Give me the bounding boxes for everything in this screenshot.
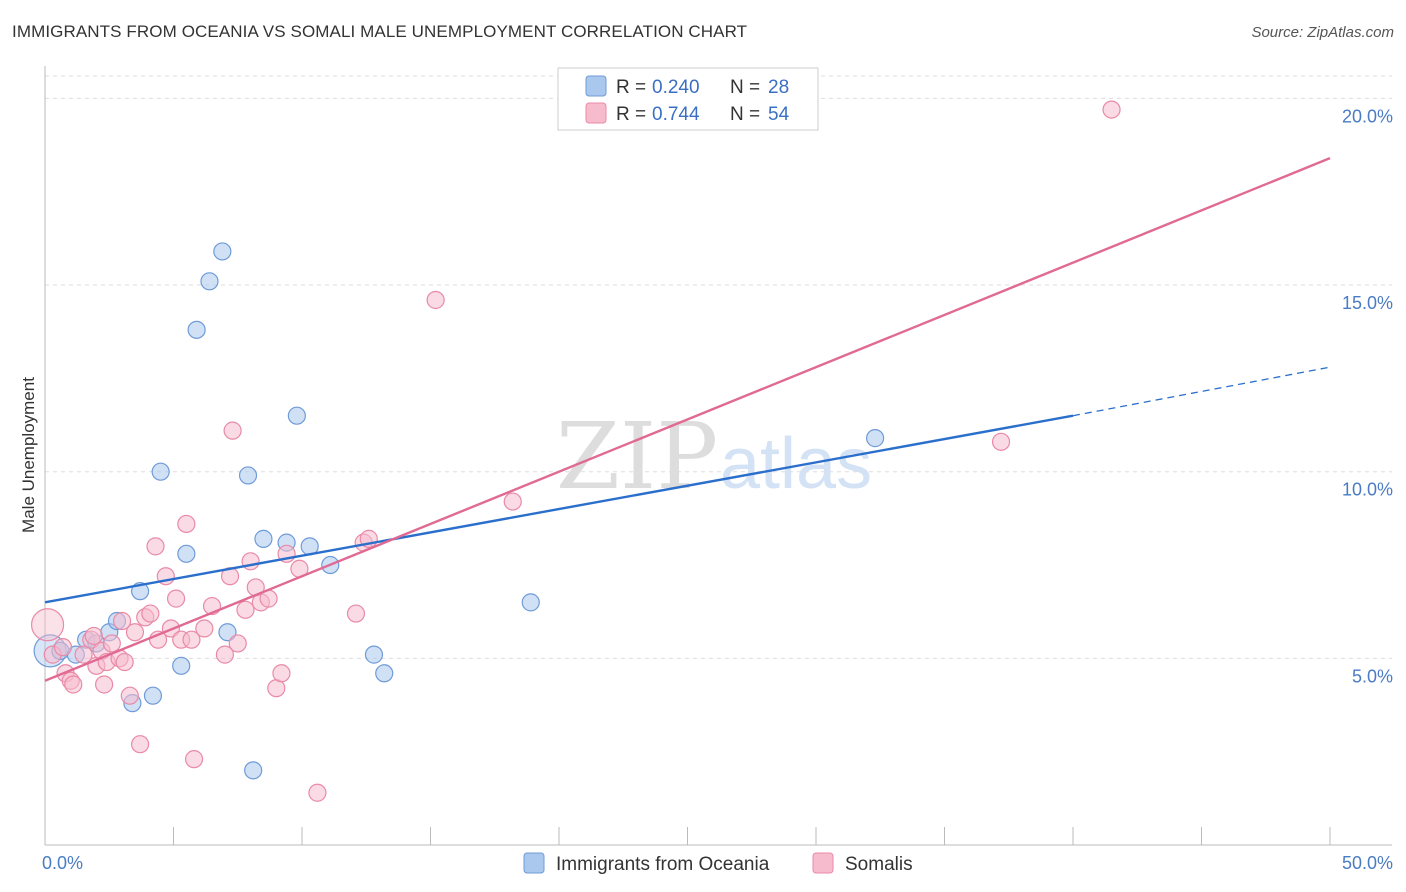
y-tick-label: 10.0%: [1342, 480, 1393, 500]
watermark: ZIP atlas: [556, 403, 872, 510]
series-legend: Immigrants from Oceania Somalis: [523, 852, 913, 875]
oceania-point: [238, 466, 258, 485]
oceania-point: [187, 320, 206, 339]
somalis-point: [195, 619, 214, 638]
oceania-point: [200, 272, 219, 291]
somalis-point: [130, 735, 150, 754]
oceania-trend-line: [44, 414, 1074, 604]
oceania-point: [375, 664, 394, 683]
oceania-point: [244, 761, 263, 780]
legend-r-value-somalis: 0.744: [652, 104, 700, 125]
somalis-point: [112, 611, 132, 631]
oceania-point: [172, 656, 191, 675]
somalis-point: [223, 421, 242, 440]
somalis-point: [141, 604, 160, 623]
series-legend-swatch-somalis: [812, 852, 834, 874]
oceania-point: [213, 242, 232, 261]
oceania-trend-extension: [1072, 366, 1331, 417]
somalis-point: [30, 608, 65, 642]
legend-r-value-oceania: 0.240: [652, 77, 700, 98]
legend-n-value-somalis: 54: [768, 104, 790, 125]
somalis-point: [503, 492, 522, 511]
somalis-point: [308, 783, 327, 802]
oceania-point: [143, 686, 163, 705]
somalis-point: [272, 664, 291, 683]
somalis-point: [95, 675, 114, 694]
somalis-point: [215, 645, 234, 664]
chart-title: IMMIGRANTS FROM OCEANIA VS SOMALI MALE U…: [12, 22, 748, 41]
somalis-point: [115, 652, 134, 672]
oceania-point: [218, 623, 237, 642]
legend-swatch-oceania: [585, 75, 607, 97]
legend-n-label-somalis: N =: [730, 104, 760, 125]
data-points: [30, 100, 1121, 802]
oceania-point: [364, 645, 384, 664]
somalis-point: [182, 630, 201, 649]
oceania-point: [177, 544, 196, 563]
somalis-point: [184, 750, 204, 769]
somalis-point: [102, 634, 121, 653]
somalis-point: [236, 600, 255, 619]
somalis-point: [64, 675, 83, 694]
somalis-point: [84, 626, 103, 646]
somalis-point: [125, 623, 145, 642]
somalis-trend-line: [44, 157, 1331, 682]
somalis-point: [146, 537, 165, 556]
y-tick-label: 20.0%: [1342, 106, 1393, 126]
stats-legend: R = 0.240 N = 28 R = 0.744 N = 54: [557, 67, 819, 131]
somalis-point: [166, 589, 186, 608]
somalis-point: [74, 645, 93, 664]
y-axis-label: Male Unemployment: [19, 377, 38, 533]
x-tick-label-max: 50.0%: [1342, 853, 1393, 873]
oceania-point: [866, 429, 885, 448]
oceania-point: [521, 593, 540, 612]
y-tick-label: 15.0%: [1342, 293, 1393, 313]
legend-r-label-somalis: R =: [616, 104, 646, 125]
somalis-point: [991, 432, 1011, 451]
legend-swatch-somalis: [585, 102, 607, 124]
source-credit: Source: ZipAtlas.com: [1251, 24, 1394, 41]
somalis-point: [53, 638, 73, 657]
legend-n-label-oceania: N =: [730, 77, 760, 98]
trend-lines: [44, 157, 1331, 682]
somalis-point: [120, 686, 139, 705]
oceania-point: [151, 462, 170, 481]
watermark-zip: ZIP: [556, 403, 718, 510]
series-legend-label-oceania: Immigrants from Oceania: [556, 854, 770, 875]
legend-r-label-oceania: R =: [616, 77, 646, 98]
somalis-point: [426, 290, 445, 310]
somalis-point: [228, 634, 247, 653]
series-legend-swatch-oceania: [523, 852, 545, 874]
somalis-point: [177, 514, 196, 534]
oceania-point: [287, 406, 306, 425]
series-legend-label-somalis: Somalis: [845, 854, 913, 875]
legend-n-value-oceania: 28: [768, 77, 789, 98]
grid: [45, 75, 1392, 659]
somalis-point: [346, 604, 366, 623]
axes: 5.0% 10.0% 15.0% 20.0% 0.0% 50.0%: [42, 66, 1393, 873]
y-tick-label: 5.0%: [1352, 666, 1393, 686]
somalis-point: [1102, 100, 1121, 119]
watermark-atlas: atlas: [720, 424, 872, 504]
x-tick-label-min: 0.0%: [42, 853, 83, 873]
oceania-point: [254, 529, 273, 548]
